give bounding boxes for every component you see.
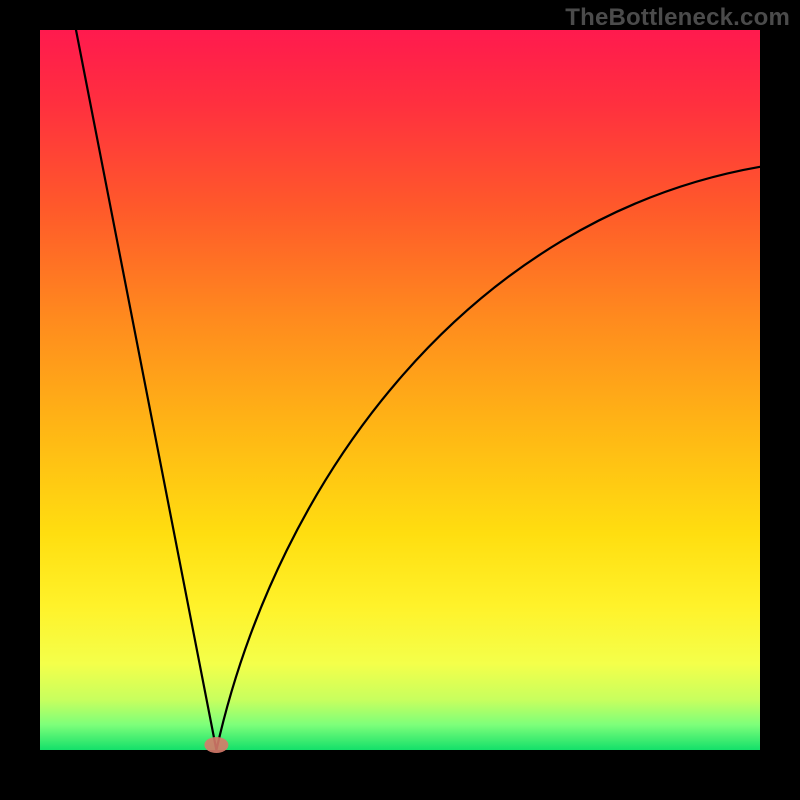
- optimal-marker: [204, 737, 228, 753]
- chart-svg: [0, 0, 800, 800]
- watermark-label: TheBottleneck.com: [565, 4, 790, 32]
- chart-root: TheBottleneck.com: [0, 0, 800, 800]
- plot-area: [40, 30, 760, 750]
